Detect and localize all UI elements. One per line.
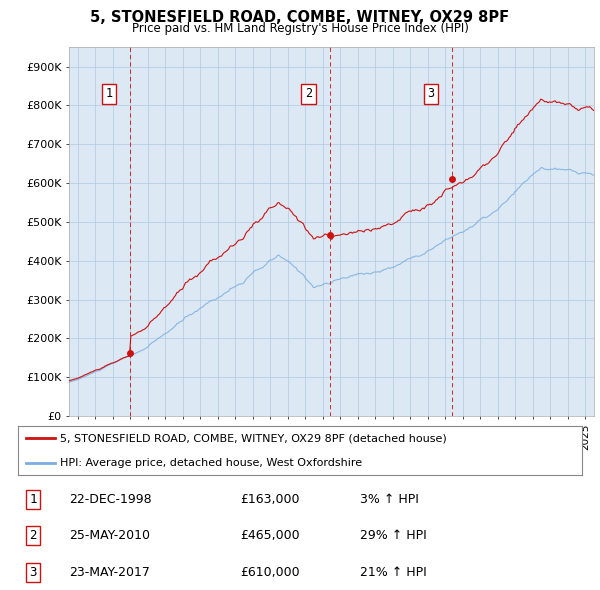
Text: Price paid vs. HM Land Registry's House Price Index (HPI): Price paid vs. HM Land Registry's House … [131,22,469,35]
Text: 29% ↑ HPI: 29% ↑ HPI [360,529,427,542]
Text: 5, STONESFIELD ROAD, COMBE, WITNEY, OX29 8PF: 5, STONESFIELD ROAD, COMBE, WITNEY, OX29… [91,10,509,25]
Text: £610,000: £610,000 [240,566,299,579]
Text: 2: 2 [305,87,312,100]
Text: 23-MAY-2017: 23-MAY-2017 [69,566,150,579]
Text: 1: 1 [29,493,37,506]
Text: 21% ↑ HPI: 21% ↑ HPI [360,566,427,579]
Text: HPI: Average price, detached house, West Oxfordshire: HPI: Average price, detached house, West… [60,458,362,468]
Text: £163,000: £163,000 [240,493,299,506]
Text: 3: 3 [29,566,37,579]
Text: 3% ↑ HPI: 3% ↑ HPI [360,493,419,506]
Text: 3: 3 [428,87,434,100]
Text: 22-DEC-1998: 22-DEC-1998 [69,493,152,506]
Text: 1: 1 [105,87,112,100]
Text: £465,000: £465,000 [240,529,299,542]
Text: 2: 2 [29,529,37,542]
Text: 5, STONESFIELD ROAD, COMBE, WITNEY, OX29 8PF (detached house): 5, STONESFIELD ROAD, COMBE, WITNEY, OX29… [60,433,447,443]
Text: 25-MAY-2010: 25-MAY-2010 [69,529,150,542]
